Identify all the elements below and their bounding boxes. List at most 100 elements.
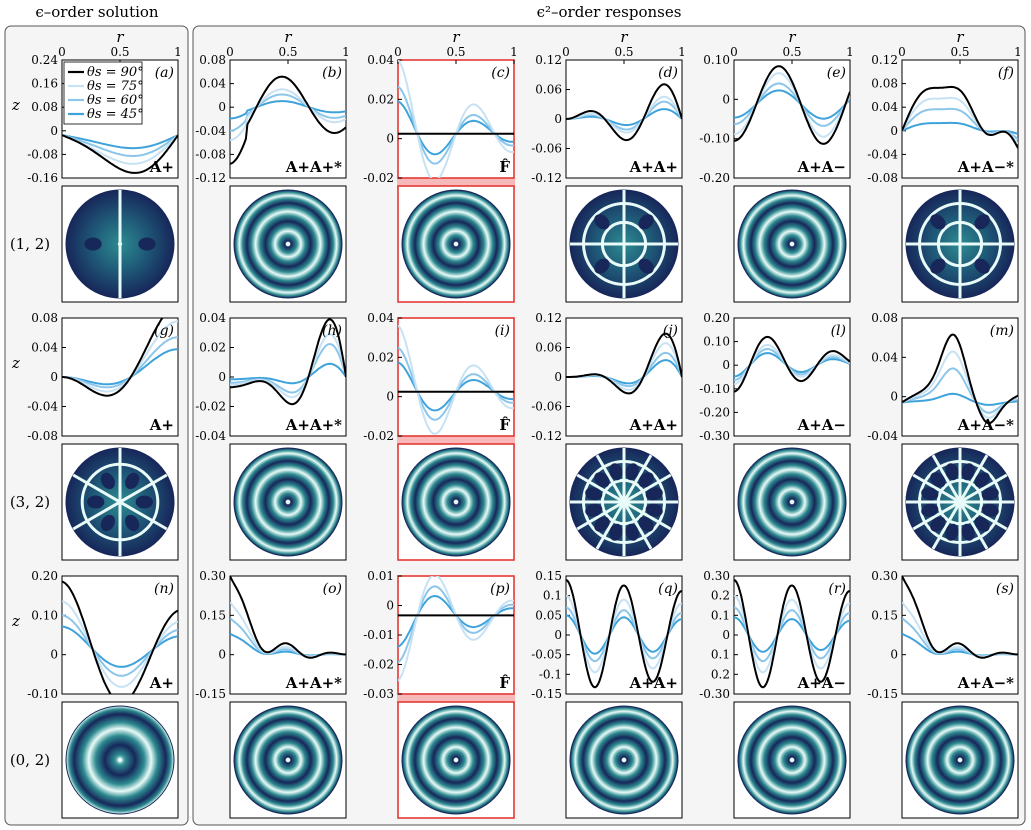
y-tick-label: 0.1 — [711, 648, 730, 662]
r-axis-label: r — [116, 28, 124, 46]
nodal-ring — [582, 202, 666, 286]
panel-tag: (s) — [996, 581, 1014, 597]
y-tick-label: -0.08 — [195, 147, 226, 161]
series-line — [734, 606, 850, 663]
y-tick-label: -0.01 — [363, 628, 394, 642]
dark-lobe — [945, 523, 959, 541]
y-tick-label: 0.02 — [367, 350, 394, 364]
mode-disk — [901, 443, 1019, 561]
nodal-ring — [582, 460, 666, 544]
y-tick-label: 0.04 — [31, 341, 58, 355]
y-tick-label: -0.02 — [363, 429, 394, 443]
mode-disk — [397, 701, 515, 819]
disk-center — [957, 757, 963, 763]
mode-disk — [61, 185, 179, 303]
panel-tag: (e) — [827, 65, 846, 81]
operator-label: A+A− — [797, 674, 846, 692]
operator-label: A+A+* — [285, 674, 342, 692]
y-tick-label: 0.15 — [535, 569, 562, 583]
dark-lobe — [100, 472, 115, 490]
dark-lobe — [625, 523, 639, 541]
series-line — [62, 320, 178, 393]
r-tick-label: 1 — [678, 45, 686, 59]
series-line — [62, 580, 178, 694]
series-line — [62, 600, 178, 688]
y-tick-label: 0.04 — [367, 311, 394, 325]
mode-disk — [397, 185, 515, 303]
series-line — [62, 336, 178, 389]
series-line — [230, 75, 346, 165]
mode-disk — [733, 443, 851, 561]
mode-disk — [733, 701, 851, 819]
dark-lobe — [638, 516, 654, 532]
plot-panel: 0.04 0.02 0 -0.02 -0.04 (h) A+A+* — [195, 311, 347, 443]
plot-panel: 0.04 0.02 0 -0.02 (i) F̂ — [363, 311, 515, 448]
series-line — [230, 362, 346, 385]
y-tick-label: 0.01 — [367, 569, 394, 583]
series-line — [62, 134, 178, 150]
y-tick-label: 0 — [722, 358, 730, 372]
operator-label: A+A+* — [285, 158, 342, 176]
y-tick-label: 0.10 — [703, 335, 730, 349]
y-tick-label: -0.02 — [363, 171, 394, 185]
mode-disk — [901, 701, 1019, 819]
plot-panel: 0.12 0.06 0 -0.06 -0.12 (j) A+A+ — [531, 311, 683, 443]
dark-lobe — [930, 516, 946, 532]
disk-center — [453, 757, 459, 763]
y-tick-label: 0.04 — [871, 100, 898, 114]
y-tick-label: -0.04 — [867, 429, 898, 443]
series-line — [62, 134, 178, 174]
dark-lobe — [921, 503, 939, 517]
y-tick-label: 0.2 — [711, 589, 730, 603]
mode-disk — [565, 701, 683, 819]
r-axis-label: r — [284, 28, 292, 46]
disk-center — [117, 241, 123, 247]
y-tick-label: 0.08 — [31, 100, 58, 114]
operator-label: A+ — [149, 674, 174, 692]
dark-lobe — [125, 472, 140, 490]
plot-panel: 0.15 0.1 0.05 0 -0.05 -0.1 -0.15 (q) A+A+ — [531, 569, 683, 701]
disk-center — [117, 499, 123, 505]
series-line — [62, 348, 178, 386]
r-tick-label: 1 — [342, 45, 350, 59]
plot-frame — [397, 575, 515, 695]
mode-disk — [901, 185, 1019, 303]
y-tick-label: 0 — [218, 100, 226, 114]
plot-frame — [397, 317, 515, 437]
y-tick-label: 0 — [386, 599, 394, 613]
operator-label: A+A+ — [629, 416, 678, 434]
y-tick-label: 0.1 — [543, 589, 562, 603]
plot-panel: 0.30 0.15 0 -0.15 (s) A+A−* — [867, 569, 1019, 701]
panel-tag: (q) — [658, 581, 678, 597]
y-tick-label: 0.15 — [199, 608, 226, 622]
y-tick-label: 0.08 — [871, 77, 898, 91]
y-tick-label: 0 — [554, 370, 562, 384]
series-line — [62, 134, 178, 157]
series-line — [230, 88, 346, 142]
y-tick-label: -0.12 — [195, 171, 226, 185]
y-tick-label: -0.10 — [699, 132, 730, 146]
y-tick-label: 0.12 — [535, 311, 562, 325]
dark-lobe — [921, 487, 939, 501]
y-tick-label: 0.30 — [871, 569, 898, 583]
dark-lobe — [125, 514, 140, 532]
operator-label: F̂ — [499, 416, 510, 434]
dark-lobe — [100, 514, 115, 532]
series-line — [902, 85, 1018, 149]
y-tick-label: 0.02 — [367, 92, 394, 106]
y-tick-label: -0.04 — [195, 429, 226, 443]
plot-panel: 0.30 0.2 0.1 0 0.1 0.2 -0.30 (r) A+A− — [699, 569, 851, 701]
y-tick-label: 0.04 — [871, 350, 898, 364]
panel-tag: (m) — [990, 323, 1014, 339]
r-axis-label: r — [956, 28, 964, 46]
r-tick-label: 0.5 — [614, 45, 633, 59]
dark-lobe — [585, 487, 603, 501]
series-line — [902, 367, 1018, 414]
nodal-ring — [600, 220, 648, 268]
y-tick-label: -0.12 — [531, 429, 562, 443]
y-tick-label: -0.05 — [531, 648, 562, 662]
series-line — [734, 579, 850, 689]
dark-lobe — [974, 214, 990, 230]
series-line — [230, 342, 346, 394]
series-line — [566, 594, 682, 674]
